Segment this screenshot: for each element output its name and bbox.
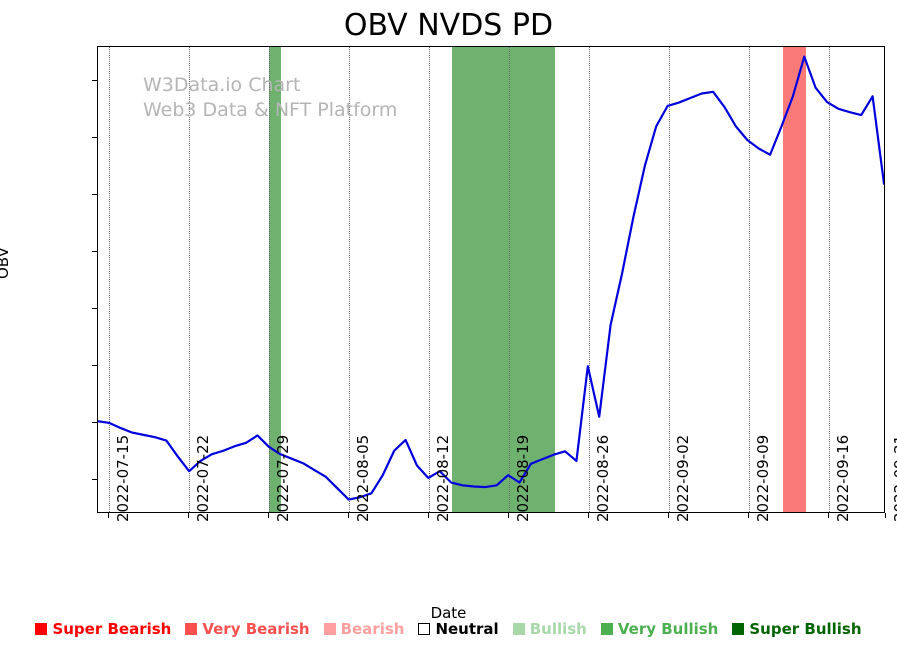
legend: Super Bearish Very Bearish Bearish Neutral B… (0, 620, 897, 638)
legend-label: Bullish (529, 620, 587, 638)
legend-item[interactable]: Neutral (418, 620, 499, 638)
legend-label: Very Bullish (617, 620, 719, 638)
legend-label: Bearish (340, 620, 405, 638)
legend-label: Neutral (435, 620, 499, 638)
gridline-vertical (828, 47, 830, 512)
y-axis-tick-mark (92, 421, 97, 423)
x-axis-tick-label: 2022-08-26 (594, 434, 613, 522)
gridline-vertical (349, 47, 351, 512)
y-axis-label: OBV (0, 247, 12, 279)
legend-swatch-icon (323, 623, 336, 635)
sentiment-band (269, 47, 281, 512)
y-axis-tick-mark (92, 137, 97, 139)
x-axis-tick-label: 2022-07-22 (194, 434, 213, 522)
y-axis-tick-mark (92, 251, 97, 253)
legend-item[interactable]: Super Bullish (732, 620, 862, 638)
legend-swatch-icon (418, 623, 431, 635)
x-axis-tick-mark (885, 513, 886, 518)
x-axis-tick-mark (428, 513, 430, 518)
x-axis-tick-label: 2022-07-29 (274, 434, 293, 522)
x-axis-tick-label: 2022-09-02 (674, 434, 692, 522)
legend-item[interactable]: Very Bearish (185, 620, 310, 638)
legend-label: Super Bearish (52, 620, 172, 638)
x-axis-tick-mark (668, 513, 669, 518)
legend-item[interactable]: Bearish (323, 620, 405, 638)
x-axis-tick-label: 2022-09-16 (833, 434, 852, 522)
y-axis-tick-mark (92, 307, 97, 309)
page-title: OBV NVDS PD (343, 8, 554, 43)
legend-swatch-icon (185, 623, 198, 635)
legend-swatch-icon (35, 623, 48, 635)
sentiment-band (783, 47, 807, 512)
x-axis-tick-mark (588, 513, 590, 518)
x-axis-tick-label: 2022-07-15 (114, 434, 133, 522)
gridline-vertical (669, 47, 670, 512)
legend-swatch-icon (600, 623, 613, 635)
gridline-vertical (269, 47, 271, 512)
gridline-vertical (109, 47, 111, 512)
y-axis-tick-mark (92, 194, 97, 196)
x-axis-tick-label: 2022-08-05 (354, 434, 373, 522)
x-axis-tick-label: 2022-09-09 (753, 434, 772, 522)
x-axis-tick-mark (268, 513, 270, 518)
x-axis-tick-mark (747, 513, 749, 518)
legend-label: Very Bearish (202, 620, 310, 638)
legend-swatch-icon (512, 623, 525, 635)
gridline-vertical (509, 47, 511, 512)
x-axis-tick-mark (508, 513, 510, 518)
sentiment-band (452, 47, 555, 512)
legend-swatch-icon (732, 623, 745, 635)
gridline-vertical (589, 47, 591, 512)
y-axis-tick-mark (92, 80, 97, 82)
y-axis-tick-mark (92, 478, 97, 480)
obv-line-series (98, 55, 884, 501)
y-axis-tick-mark (92, 364, 97, 366)
legend-label: Super Bullish (749, 620, 862, 638)
x-axis-tick-mark (827, 513, 829, 518)
gridline-vertical (189, 47, 191, 512)
x-axis-tick-label: 2022-09-21 (891, 434, 897, 522)
gridline-vertical (748, 47, 750, 512)
x-axis-tick-mark (188, 513, 190, 518)
x-axis-tick-mark (348, 513, 350, 518)
gridline-vertical (429, 47, 431, 512)
x-axis-tick-label: 2022-08-12 (434, 434, 453, 522)
x-axis-tick-mark (108, 513, 110, 518)
legend-item[interactable]: Bullish (512, 620, 587, 638)
x-axis-label: Date (430, 604, 467, 622)
x-axis-tick-label: 2022-08-19 (514, 434, 533, 522)
plot-area: W3Data.io Chart Web3 Data & NFT Platform (97, 46, 885, 513)
legend-item[interactable]: Very Bullish (600, 620, 719, 638)
legend-item[interactable]: Super Bearish (35, 620, 171, 638)
